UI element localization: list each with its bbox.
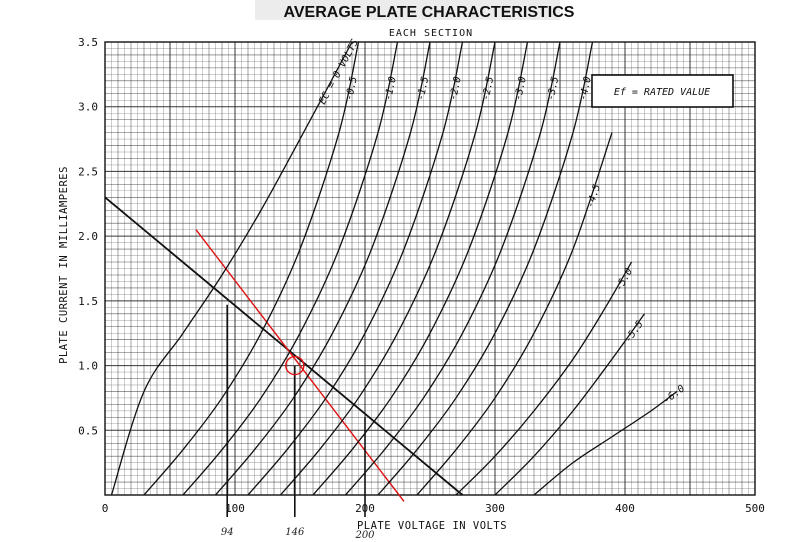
characteristic-curves [110, 41, 678, 496]
chart-title: AVERAGE PLATE CHARACTERISTICS [284, 4, 575, 21]
x-tick-label: 500 [745, 502, 765, 515]
curve-8 [345, 41, 561, 496]
legend-box [591, 74, 734, 108]
x-axis-label: PLATE VOLTAGE IN VOLTS [357, 520, 507, 532]
x-tick-label: 0 [102, 502, 109, 515]
x-tick-label: 400 [615, 502, 635, 515]
legend: Ef = RATED VALUE [591, 74, 734, 108]
annotation-label: 146 [285, 527, 305, 538]
curve-4 [215, 41, 431, 496]
curve-12 [494, 313, 646, 496]
curve-label: -2.0 [448, 76, 464, 102]
curve-label: -4.0 [578, 76, 594, 102]
annotation-label: 94 [221, 527, 234, 538]
load-line [104, 196, 464, 496]
chart-subtitle: EACH SECTION [389, 28, 473, 39]
curve-label: -1.0 [383, 76, 399, 102]
curve-label: -5.5 [623, 319, 646, 345]
y-tick-labels: 0.5 1.0 1.5 2.0 2.5 3.0 3.5 [78, 36, 98, 437]
curve-7 [312, 41, 529, 496]
curve-label: -4.5 [585, 183, 603, 209]
curve-11 [455, 261, 633, 496]
grid [104, 41, 756, 496]
load-line [195, 229, 405, 502]
curve-label: -2.5 [481, 76, 497, 102]
curve-9 [377, 41, 594, 496]
x-tick-label: 300 [485, 502, 505, 515]
y-tick-label: 1.0 [78, 360, 98, 373]
x-tick-labels: 0 100 200 300 400 500 [102, 502, 765, 515]
curve-6 [280, 41, 496, 496]
curve-3 [182, 41, 399, 496]
curve-13 [533, 390, 678, 496]
x-tick-label: 100 [225, 502, 245, 515]
y-tick-label: 2.5 [78, 165, 98, 178]
curve-5 [247, 41, 464, 496]
curve-label: -3.5 [546, 76, 562, 102]
annotation-label: 200 [354, 530, 375, 541]
curve-label: -0.5 [344, 76, 360, 102]
y-tick-label: 3.0 [78, 101, 98, 114]
curve-label: -6.0 [661, 383, 687, 406]
curve-label: -3.0 [513, 76, 529, 102]
y-axis-label: PLATE CURRENT IN MILLIAMPERES [58, 166, 70, 364]
handwritten-annotations: 94 146 200 [221, 527, 375, 541]
y-tick-label: 0.5 [78, 424, 98, 437]
vertical-markers [226, 304, 366, 517]
curve-label: -5.0 [614, 267, 636, 293]
curve-1 [110, 41, 353, 496]
curve-label: -1.5 [416, 76, 432, 102]
curve-2 [143, 41, 360, 496]
load-lines [104, 196, 464, 502]
curve-10 [416, 132, 613, 496]
legend-text: Ef = RATED VALUE [614, 87, 710, 98]
operating-point-circle [285, 355, 305, 376]
y-tick-label: 3.5 [78, 36, 98, 49]
y-tick-label: 1.5 [78, 295, 98, 308]
y-tick-label: 2.0 [78, 230, 98, 243]
